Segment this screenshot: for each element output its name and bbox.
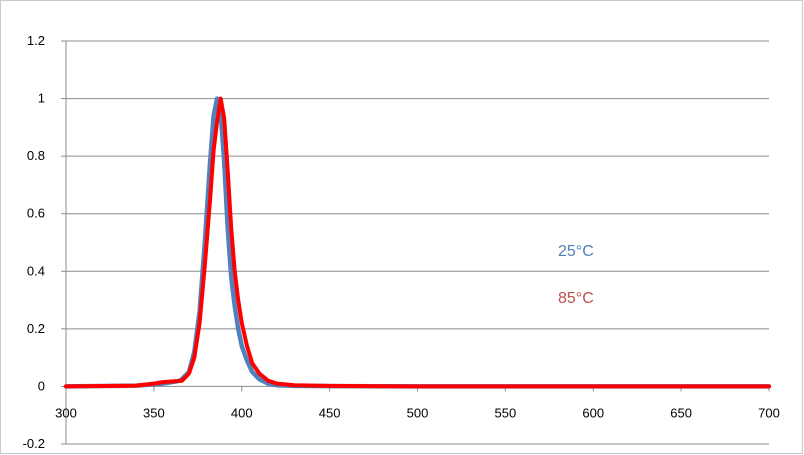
x-tick-label: 450 (319, 405, 341, 420)
series-lines (63, 96, 772, 389)
y-tick-label: 1.2 (27, 33, 45, 48)
annotations: 25°C 85°C (558, 243, 594, 307)
y-tick-label: 0 (38, 378, 45, 393)
x-tick-label: 550 (495, 405, 517, 420)
gridlines (66, 40, 769, 445)
series-line-25c (63, 96, 772, 389)
tick-labels: -0.2 0 0.2 0.4 0.6 0.8 1 1.2 300 350 400 450 500 550 6… (23, 33, 780, 451)
y-tick-label: 0.4 (27, 263, 45, 278)
annotation-label: 25°C (558, 243, 594, 260)
x-tick-label: 400 (231, 405, 253, 420)
y-tick-label: 1 (38, 91, 45, 106)
y-tick-label: 0.6 (27, 206, 45, 221)
annotation-label: 85°C (558, 290, 594, 307)
y-tick-label: 0.2 (27, 321, 45, 336)
x-tick-label: 650 (670, 405, 692, 420)
x-tick-label: 600 (582, 405, 604, 420)
x-tick-label: 700 (758, 405, 780, 420)
x-tick-label: 500 (407, 405, 429, 420)
series-line-85c (64, 96, 771, 389)
x-tick-label: 300 (55, 405, 77, 420)
y-tick-label: 0.8 (27, 148, 45, 163)
x-tick-label: 350 (143, 405, 165, 420)
y-tick-label: -0.2 (23, 436, 45, 451)
